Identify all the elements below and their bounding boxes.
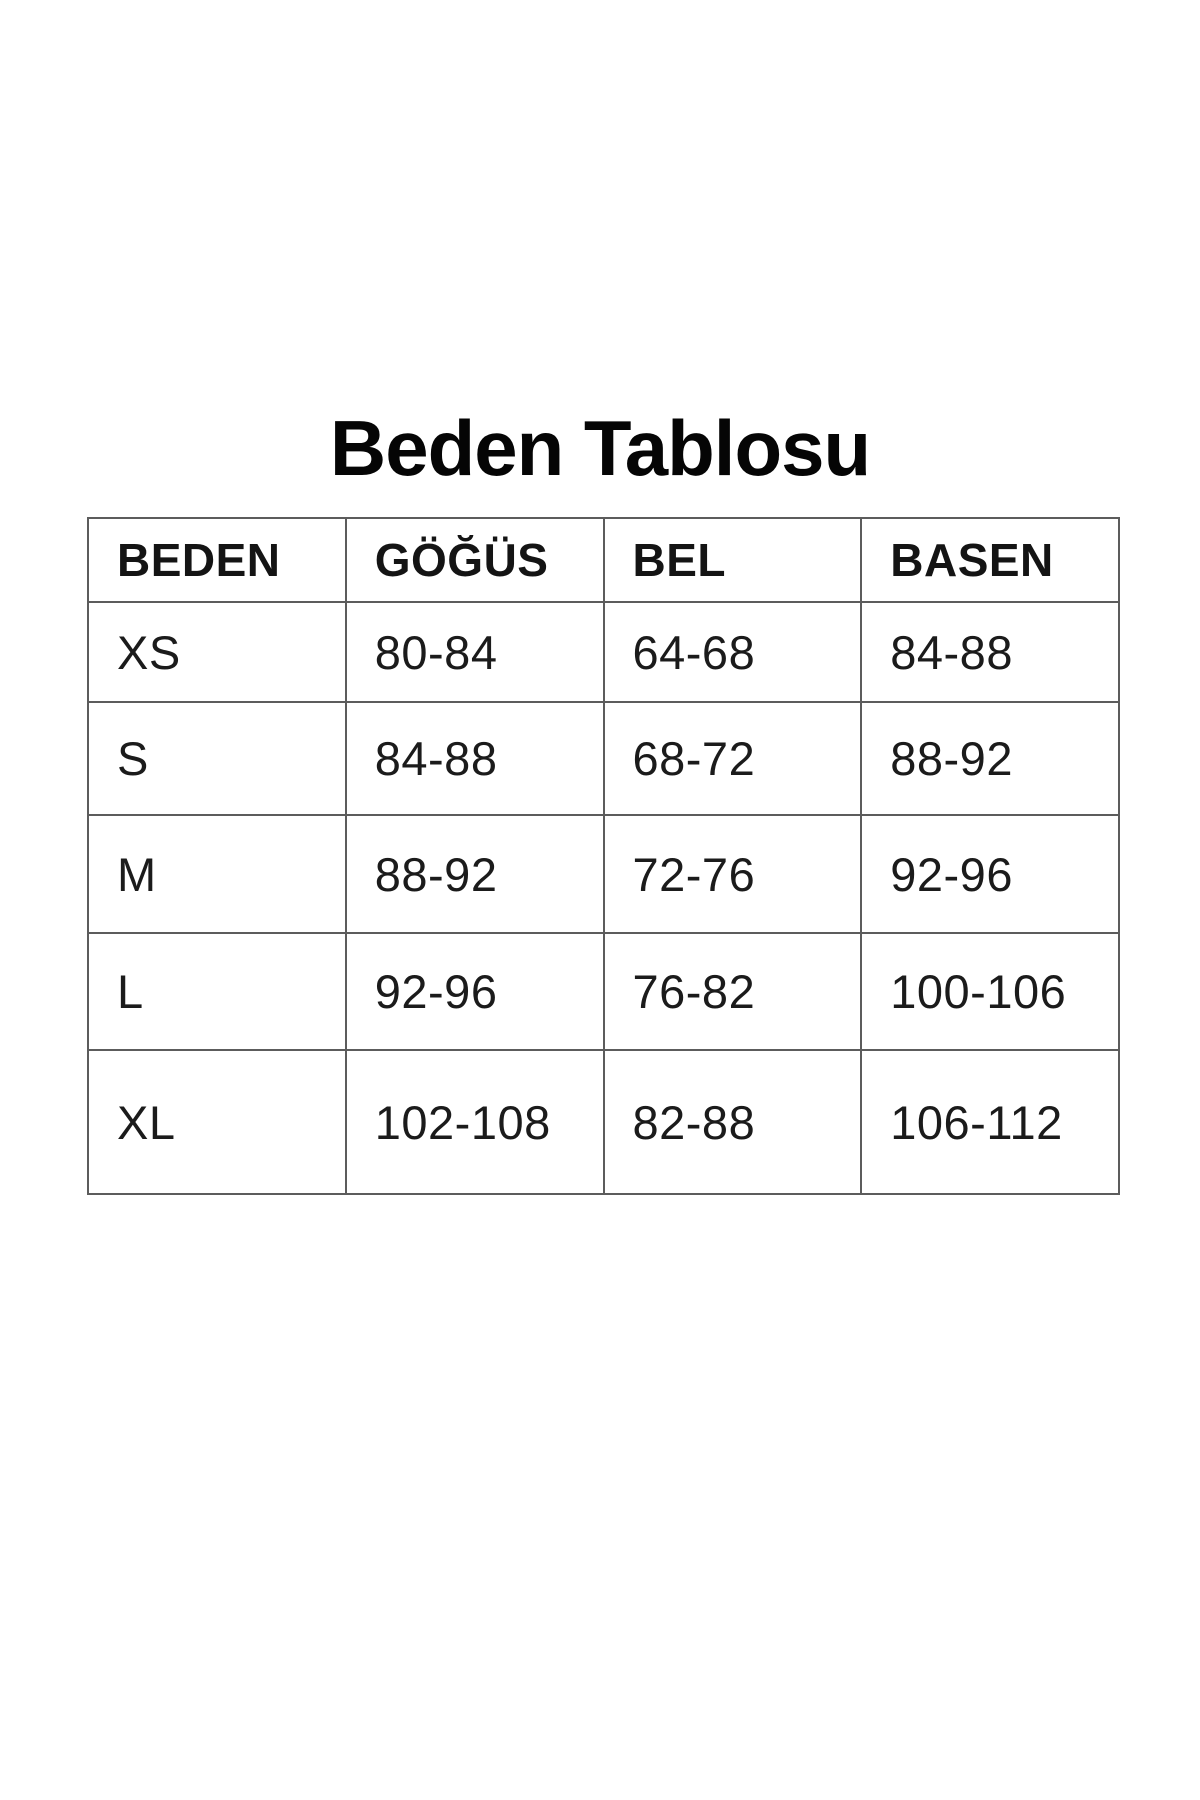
cell-waist: 68-72: [602, 701, 863, 816]
header-cell-bel: BEL: [602, 517, 863, 603]
cell-chest: 102-108: [344, 1049, 605, 1195]
cell-size: M: [87, 814, 347, 934]
table-row-xl: XL 102-108 82-88 106-112: [87, 1049, 1120, 1195]
header-cell-beden: BEDEN: [87, 517, 347, 603]
cell-hips: 92-96: [860, 814, 1120, 934]
cell-size: S: [87, 701, 347, 816]
cell-waist: 76-82: [602, 932, 863, 1051]
table-row-s: S 84-88 68-72 88-92: [87, 701, 1120, 816]
table-row-l: L 92-96 76-82 100-106: [87, 932, 1120, 1051]
cell-waist: 82-88: [602, 1049, 863, 1195]
cell-hips: 84-88: [860, 601, 1120, 703]
cell-hips: 100-106: [860, 932, 1120, 1051]
cell-hips: 88-92: [860, 701, 1120, 816]
cell-chest: 80-84: [344, 601, 605, 703]
cell-waist: 72-76: [602, 814, 863, 934]
cell-hips: 106-112: [860, 1049, 1120, 1195]
table-row-xs: XS 80-84 64-68 84-88: [87, 601, 1120, 703]
cell-chest: 88-92: [344, 814, 605, 934]
table-row-m: M 88-92 72-76 92-96: [87, 814, 1120, 934]
table-header-row: BEDEN GÖĞÜS BEL BASEN: [87, 517, 1120, 603]
page-title: Beden Tablosu: [329, 404, 871, 492]
cell-size: XL: [87, 1049, 347, 1195]
cell-size: XS: [87, 601, 347, 703]
cell-waist: 64-68: [602, 601, 863, 703]
cell-chest: 92-96: [344, 932, 605, 1051]
cell-chest: 84-88: [344, 701, 605, 816]
size-chart-table: BEDEN GÖĞÜS BEL BASEN XS 80-84 64-68 84-…: [87, 517, 1120, 1195]
header-cell-gogus: GÖĞÜS: [344, 517, 605, 603]
cell-size: L: [87, 932, 347, 1051]
header-cell-basen: BASEN: [860, 517, 1120, 603]
